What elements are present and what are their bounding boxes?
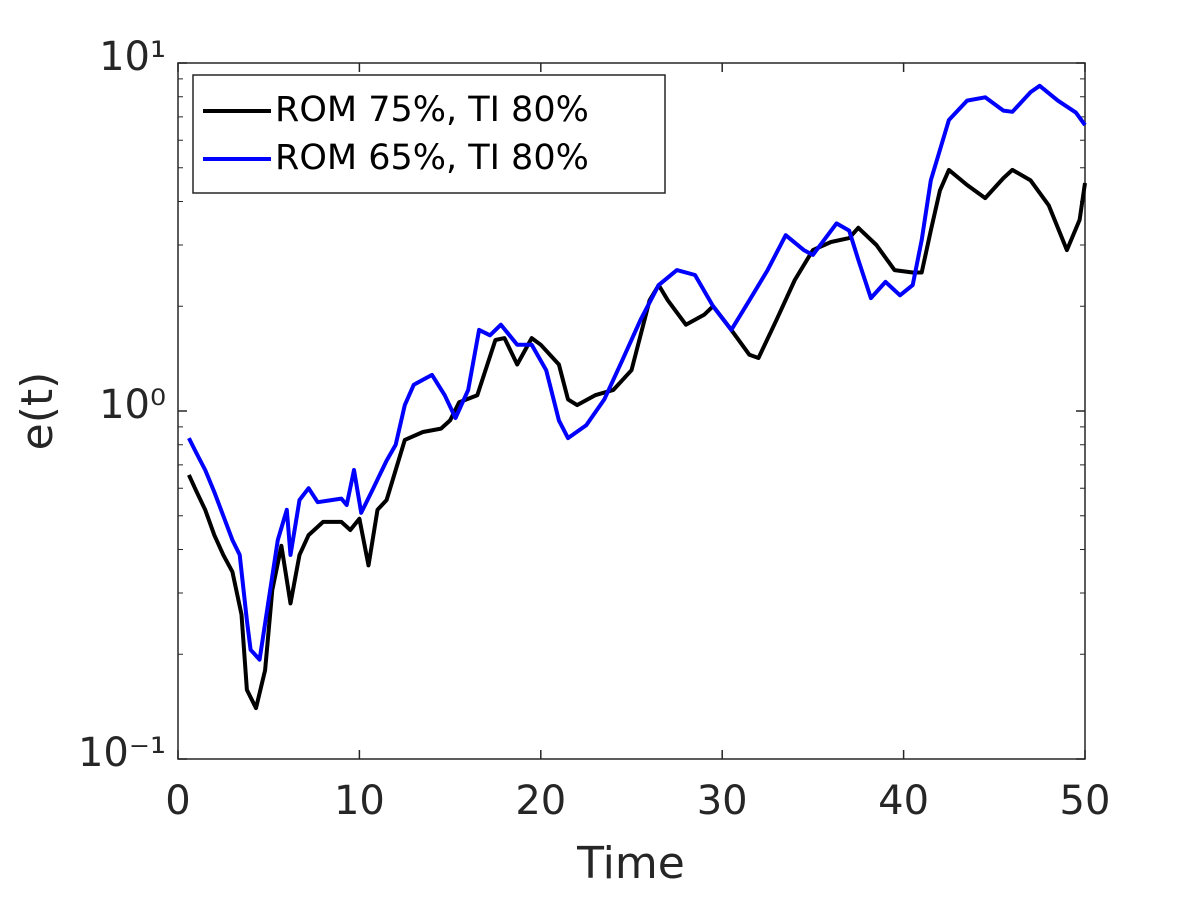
legend-label: ROM 65%, TI 80% xyxy=(275,138,589,178)
x-tick-label: 30 xyxy=(697,778,748,824)
y-tick-label: 10⁰ xyxy=(99,382,166,428)
x-tick-label: 10 xyxy=(334,778,385,824)
x-tick-label: 0 xyxy=(165,778,190,824)
y-tick-label: 10⁻¹ xyxy=(78,730,166,776)
y-tick-label: 10¹ xyxy=(99,34,166,80)
x-tick-label: 40 xyxy=(878,778,929,824)
series-line xyxy=(187,83,1087,662)
legend-label: ROM 75%, TI 80% xyxy=(275,90,589,130)
y-axis-label: e(t) xyxy=(12,372,63,451)
legend-box xyxy=(192,74,666,194)
series-line xyxy=(187,167,1087,711)
legend: ROM 75%, TI 80% ROM 65%, TI 80% xyxy=(192,74,666,194)
x-axis-label: Time xyxy=(576,838,685,889)
x-tick-label: 20 xyxy=(515,778,566,824)
x-tick-label: 50 xyxy=(1060,778,1111,824)
